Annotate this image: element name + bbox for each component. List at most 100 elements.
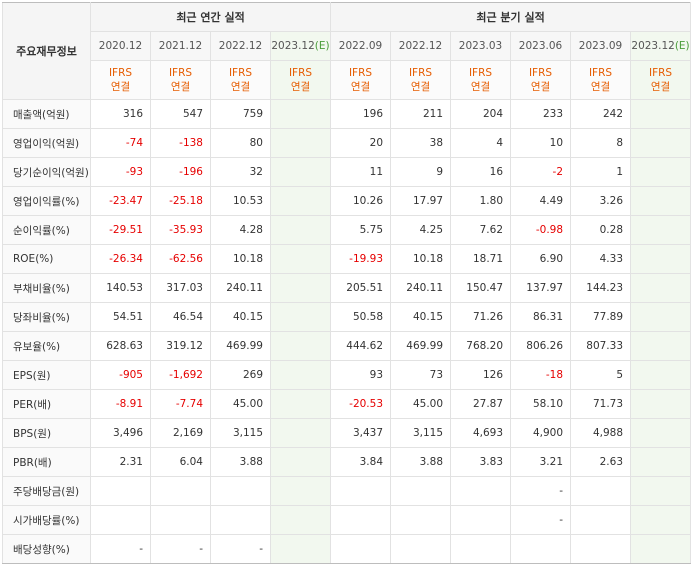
value-cell: 469.99 [210, 331, 271, 361]
accounting-basis-cell: IFRS 연결 [269, 60, 332, 100]
value-cell: 5.75 [330, 215, 392, 245]
value-cell: 4,693 [450, 418, 512, 448]
estimate-mark: (E) [314, 40, 330, 52]
value-cell: 144.23 [570, 273, 632, 303]
value-cell [630, 273, 692, 303]
value-cell: 71.73 [570, 389, 632, 419]
row-label: 시가배당률(%) [2, 505, 91, 535]
value-cell: 7.62 [450, 215, 512, 245]
value-cell: 40.15 [390, 302, 452, 332]
basis-scope: 연결 [170, 81, 191, 93]
value-cell: -35.93 [150, 215, 211, 245]
value-cell: -7.74 [150, 389, 211, 419]
period-label: 2020.12 [98, 40, 143, 52]
value-cell: 1 [570, 157, 632, 187]
value-cell: -62.56 [150, 244, 211, 274]
row-label: 주당배당금(원) [2, 476, 91, 506]
value-cell: 3,115 [210, 418, 271, 448]
basis-standard: IFRS [528, 67, 553, 79]
value-cell: 319.12 [150, 331, 211, 361]
basis-scope: 연결 [110, 81, 131, 93]
value-cell [210, 505, 271, 535]
period-header: 2023.12(E) [269, 31, 332, 61]
accounting-basis-cell: IFRS 연결 [510, 60, 572, 100]
accounting-basis-cell: IFRS 연결 [630, 60, 692, 100]
value-cell: 4.49 [510, 186, 572, 216]
value-cell [269, 186, 332, 216]
value-cell [630, 215, 692, 245]
value-cell: 10.53 [210, 186, 271, 216]
value-cell [570, 476, 632, 506]
period-label: 2022.09 [338, 40, 383, 52]
value-cell [630, 128, 692, 158]
row-label-title: 주요재무정보 [2, 2, 91, 100]
value-cell: 80 [210, 128, 271, 158]
value-cell: 4.28 [210, 215, 271, 245]
period-header: 2022.12 [390, 31, 452, 61]
value-cell [330, 505, 392, 535]
value-cell: 137.97 [510, 273, 572, 303]
value-cell [630, 331, 692, 361]
table-row: 영업이익률(%) -23.47 -25.18 10.53 10.26 17.97 1.80 4… [2, 186, 692, 216]
value-cell: 3.84 [330, 447, 392, 477]
accounting-basis-cell: IFRS 연결 [390, 60, 452, 100]
value-cell: 38 [390, 128, 452, 158]
table-row: EPS(원) -905 -1,692 269 93 73 126 -18 5 [2, 360, 692, 390]
period-header: 2022.09 [330, 31, 392, 61]
value-cell: -19.93 [330, 244, 392, 274]
value-cell: 547 [150, 99, 211, 129]
value-cell [630, 447, 692, 477]
value-cell: 316 [90, 99, 151, 129]
value-cell: 196 [330, 99, 392, 129]
value-cell: 9 [390, 157, 452, 187]
table-row: 영업이익(억원) -74 -138 80 20 38 4 10 8 [2, 128, 692, 158]
value-cell: 20 [330, 128, 392, 158]
value-cell: 240.11 [390, 273, 452, 303]
value-cell [630, 157, 692, 187]
value-cell [269, 302, 332, 332]
period-date-row: 2020.12 2021.12 2022.12 2023.12(E) 2022.09 20… [3, 31, 692, 61]
row-label: EPS(원) [2, 360, 91, 390]
basis-standard: IFRS [408, 67, 433, 79]
value-cell: -138 [150, 128, 211, 158]
value-cell: 317.03 [150, 273, 211, 303]
value-cell: 93 [330, 360, 392, 390]
value-cell: 3.21 [510, 447, 572, 477]
basis-standard: IFRS [288, 67, 313, 79]
value-cell: - [90, 534, 151, 564]
row-label: 영업이익률(%) [2, 186, 91, 216]
value-cell: 10.18 [390, 244, 452, 274]
value-cell: 2.63 [570, 447, 632, 477]
value-cell: 6.04 [150, 447, 211, 477]
period-label: 2022.12 [218, 40, 263, 52]
table-row: 매출액(억원) 316 547 759 196 211 204 233 242 [2, 99, 692, 129]
row-label: PER(배) [2, 389, 91, 419]
value-cell [269, 99, 332, 129]
value-cell: 16 [450, 157, 512, 187]
value-cell [269, 505, 332, 535]
value-cell: 3,115 [390, 418, 452, 448]
value-cell: -74 [90, 128, 151, 158]
value-cell: -0.98 [510, 215, 572, 245]
table-row: ROE(%) -26.34 -62.56 10.18 -19.93 10.18 18.71 6… [2, 244, 692, 274]
table-row: PER(배) -8.91 -7.74 45.00 -20.53 45.00 27.87 58.… [2, 389, 692, 419]
table-row: 배당성향(%) - - - [2, 534, 692, 564]
basis-standard: IFRS [468, 67, 493, 79]
value-cell: -20.53 [330, 389, 392, 419]
value-cell [269, 331, 332, 361]
value-cell: 18.71 [450, 244, 512, 274]
value-cell [150, 505, 211, 535]
value-cell [90, 505, 151, 535]
value-cell: 10.26 [330, 186, 392, 216]
value-cell: 444.62 [330, 331, 392, 361]
row-label: PBR(배) [2, 447, 91, 477]
period-group-header-row: 주요재무정보 최근 연간 실적 최근 분기 실적 [2, 2, 692, 100]
value-cell [630, 476, 692, 506]
value-cell: 768.20 [450, 331, 512, 361]
value-cell [330, 534, 392, 564]
value-cell: -93 [90, 157, 151, 187]
value-cell: 4,900 [510, 418, 572, 448]
basis-scope: 연결 [590, 81, 611, 93]
value-cell [269, 447, 332, 477]
value-cell: 4.25 [390, 215, 452, 245]
